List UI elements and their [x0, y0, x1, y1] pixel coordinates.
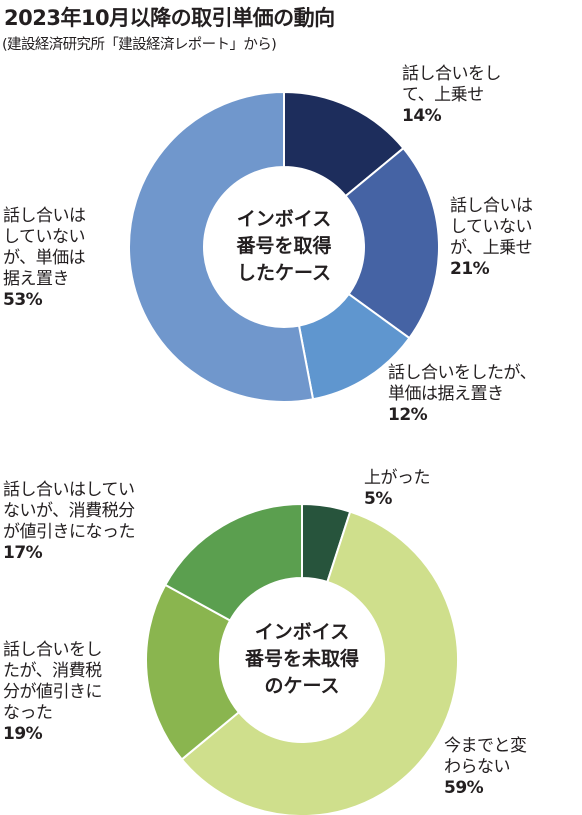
value-label: 53%: [3, 290, 43, 310]
label-line: 単価は据え置き: [388, 384, 504, 404]
center-label-1: インボイス 番号を取得 したケース: [204, 206, 364, 287]
value-label: 59%: [444, 778, 484, 798]
donut-slice-2-3: [145, 583, 241, 761]
slice-label-1-1: 話し合いは していない が、上乗せ 21%: [450, 196, 533, 280]
donut-slice-1-4: [128, 90, 315, 403]
slice-label-2-3: 話し合いはしてい ないが、消費税分 が値引きになった 17%: [3, 480, 136, 564]
label-line: していない: [450, 217, 533, 237]
donut-slice-2-2: [180, 510, 459, 815]
label-line: 話し合いはしてい: [3, 480, 135, 500]
label-line: 話し合いをしたが、: [388, 363, 537, 383]
value-label: 14%: [402, 106, 442, 126]
label-line: 話し合いをし: [3, 640, 103, 660]
chart-title: 2023年10月以降の取引単価の動向: [4, 6, 335, 30]
label-line: なった: [3, 703, 53, 723]
center-line: 番号を未取得: [244, 648, 359, 670]
label-line: 今までと変: [444, 736, 527, 756]
label-line: わらない: [444, 757, 511, 777]
center-label-2: インボイス 番号を未取得 のケース: [222, 619, 382, 700]
center-line: のケース: [264, 675, 340, 697]
slice-label-1-0: 話し合いをし て、上乗せ 14%: [402, 64, 502, 127]
label-line: 話し合いは: [3, 206, 86, 226]
slice-label-2-2: 話し合いをし たが、消費税 分が値引きに なった 19%: [3, 640, 103, 745]
donut-slice-2-4: [163, 502, 303, 622]
slice-label-2-0: 上がった 5%: [364, 468, 431, 510]
value-label: 17%: [3, 543, 43, 563]
value-label: 21%: [450, 259, 490, 279]
label-line: していない: [3, 227, 86, 247]
center-line: 番号を取得: [236, 235, 332, 257]
label-line: が、上乗せ: [450, 238, 533, 258]
value-label: 12%: [388, 405, 428, 425]
chart-subtitle: (建設経済研究所「建設経済レポート」から): [2, 37, 277, 53]
label-line: 据え置き: [3, 269, 70, 289]
slice-label-1-2: 話し合いをしたが、 単価は据え置き 12%: [388, 363, 537, 426]
label-line: て、上乗せ: [402, 85, 484, 105]
donut-slice-1-2: [344, 146, 440, 340]
label-line: が、単価は: [3, 248, 86, 268]
label-line: たが、消費税: [3, 661, 102, 681]
value-label: 19%: [3, 724, 43, 744]
center-line: インボイス: [254, 621, 350, 643]
label-line: 分が値引きに: [3, 682, 103, 702]
slice-label-1-3: 話し合いは していない が、単価は 据え置き 53%: [3, 206, 86, 311]
center-line: インボイス: [236, 208, 332, 230]
label-line: 上がった: [364, 468, 431, 488]
label-line: ないが、消費税分: [3, 501, 135, 521]
label-line: 話し合いは: [450, 196, 533, 216]
value-label: 5%: [364, 489, 392, 509]
label-line: 話し合いをし: [402, 64, 502, 84]
label-line: が値引きになった: [3, 522, 136, 542]
center-line: したケース: [236, 262, 332, 284]
slice-label-2-1: 今までと変 わらない 59%: [444, 736, 527, 799]
